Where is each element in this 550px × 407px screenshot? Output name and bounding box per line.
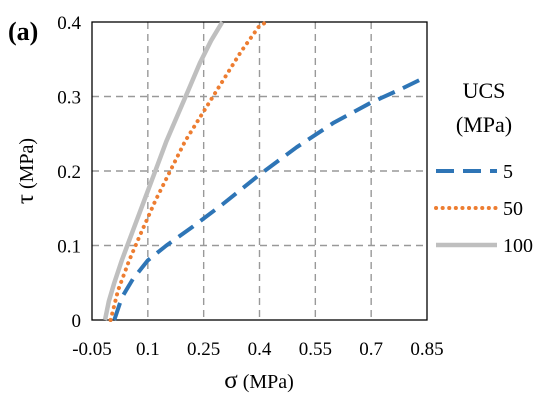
series-line-ucs-100 [102,20,225,321]
x-tick-label: 0.4 [248,339,272,360]
panel-label: (a) [8,17,38,46]
y-tick-label: 0.3 [57,88,81,109]
y-tick-label: 0.2 [57,162,81,183]
x-tick-label: 0.7 [359,339,383,360]
x-tick-labels: -0.05 0.1 0.25 0.4 0.55 0.7 0.85 [72,339,443,360]
plot-area-frame [91,21,428,321]
series-line-ucs-50 [108,20,269,322]
legend-title-line2: (MPa) [456,112,512,137]
series-layer [102,20,428,322]
y-axis-unit: (MPa) [16,138,38,194]
legend-entries: 5 50 100 [434,161,533,257]
legend-label-ucs-100: 100 [503,235,533,257]
legend-label-ucs-50: 50 [503,198,523,220]
x-tick-label: 0.25 [187,339,220,360]
legend: UCS (MPa) 5 50 100 [434,78,533,257]
y-axis-symbol: τ [12,194,39,204]
x-tick-label: 0.85 [410,339,443,360]
y-tick-label: 0.4 [57,13,81,34]
grid-lines [92,22,427,320]
x-tick-label: 0.55 [299,339,332,360]
x-axis-unit: (MPa) [238,371,294,393]
series-line-ucs-5 [112,74,428,321]
legend-title-line1: UCS [463,78,506,103]
y-tick-label: 0.1 [57,237,81,258]
y-axis-label: τ (MPa) [12,138,39,204]
y-tick-label: 0 [72,311,82,332]
y-tick-labels: 0 0.1 0.2 0.3 0.4 [57,13,81,332]
legend-label-ucs-5: 5 [503,161,513,183]
x-axis-symbol: σ [224,367,238,394]
x-axis-label: σ (MPa) [224,367,294,394]
x-tick-label: -0.05 [72,339,112,360]
x-tick-label: 0.1 [136,339,160,360]
